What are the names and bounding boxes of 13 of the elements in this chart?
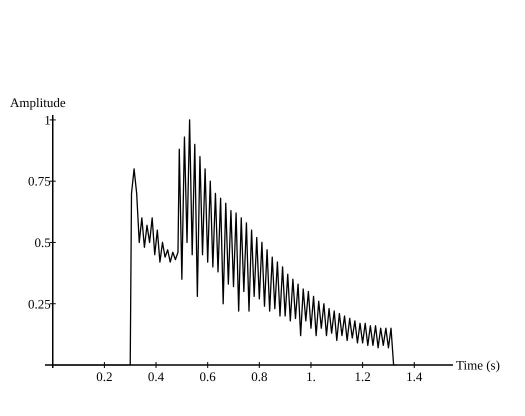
x-tick-label: 0.6 xyxy=(200,369,216,384)
y-axis-title: Amplitude xyxy=(10,95,66,110)
x-tick-label: 1. xyxy=(306,369,316,384)
y-tick-label: 0.5 xyxy=(34,235,51,250)
x-tick-label: 0.4 xyxy=(148,369,165,384)
x-tick-label: 1.4 xyxy=(406,369,423,384)
y-tick-label: 1 xyxy=(44,112,51,128)
y-tick-label: 0.25 xyxy=(28,296,51,312)
x-tick-label: 1.2 xyxy=(354,369,371,384)
y-tick-label: 0.75 xyxy=(28,174,51,189)
x-axis-title: Time (s) xyxy=(456,358,500,373)
x-tick-label: 0.2 xyxy=(96,369,113,384)
x-tick-label: 0.8 xyxy=(251,369,268,384)
